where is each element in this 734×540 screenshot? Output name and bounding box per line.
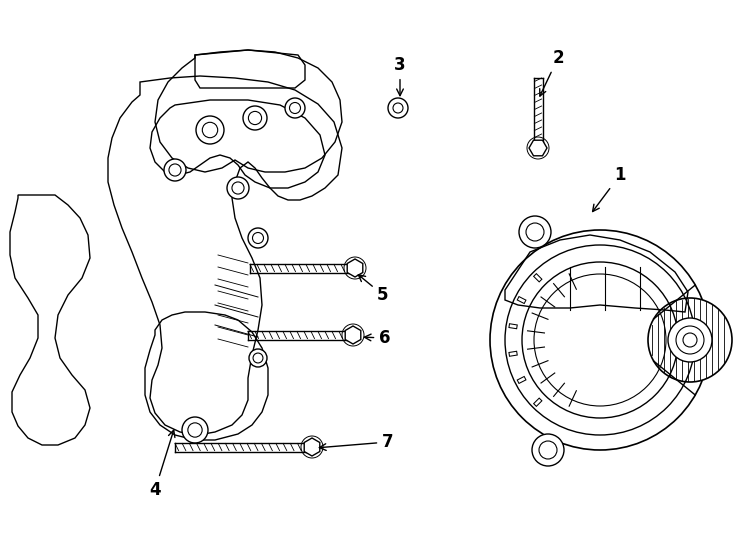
Circle shape bbox=[196, 116, 224, 144]
Circle shape bbox=[227, 177, 249, 199]
Text: 4: 4 bbox=[149, 430, 175, 499]
Circle shape bbox=[164, 159, 186, 181]
Polygon shape bbox=[347, 259, 363, 277]
Polygon shape bbox=[304, 438, 320, 456]
Circle shape bbox=[648, 298, 732, 382]
Circle shape bbox=[490, 230, 710, 450]
Circle shape bbox=[285, 98, 305, 118]
Text: 3: 3 bbox=[394, 56, 406, 96]
Circle shape bbox=[532, 434, 564, 466]
Polygon shape bbox=[529, 140, 547, 156]
Circle shape bbox=[249, 349, 267, 367]
Circle shape bbox=[248, 228, 268, 248]
Text: 5: 5 bbox=[358, 275, 389, 304]
Text: 1: 1 bbox=[592, 166, 626, 212]
Circle shape bbox=[668, 318, 712, 362]
Circle shape bbox=[182, 417, 208, 443]
Text: 6: 6 bbox=[364, 329, 390, 347]
Circle shape bbox=[243, 106, 267, 130]
Text: 2: 2 bbox=[539, 49, 564, 96]
Polygon shape bbox=[345, 326, 361, 344]
Circle shape bbox=[519, 216, 551, 248]
Text: 7: 7 bbox=[319, 433, 394, 451]
Circle shape bbox=[388, 98, 408, 118]
